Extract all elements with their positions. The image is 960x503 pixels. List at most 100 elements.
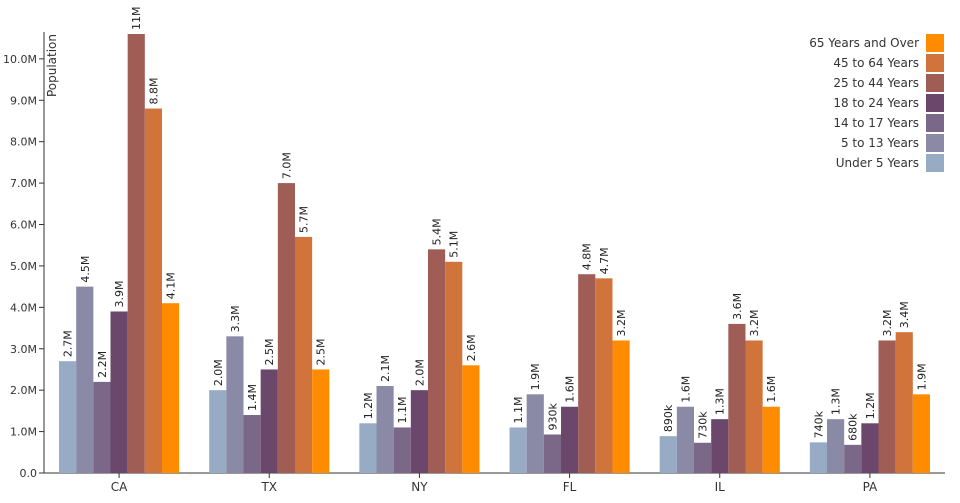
bar [294,236,313,473]
bar [393,427,411,473]
bar [376,386,394,473]
bars-layer [59,34,930,473]
bar-value-label: 3.9M [113,280,126,307]
bar-value-label: 740k [812,410,825,438]
bar-value-label: 7.0M [280,152,293,179]
bar-value-label: 4.5M [79,256,92,283]
legend-swatch [926,134,944,152]
bar-value-label: 1.2M [362,392,375,419]
bar [912,394,930,473]
bar-value-label: 2.5M [315,338,328,365]
bar [728,323,746,473]
legend-label: 18 to 24 Years [833,96,919,110]
y-tick-label: 4.0M [10,301,37,314]
bar-value-label: 3.6M [731,293,744,320]
y-tick-label: 7.0M [10,177,37,190]
y-tick-label: 0.0 [20,467,38,480]
bar [809,442,828,473]
y-tick-label: 2.0M [10,384,37,397]
x-tick-label: NY [411,480,428,494]
bar [878,340,896,473]
y-tick-label: 1.0M [10,426,37,439]
bar [895,332,913,473]
bar-value-label: 2.5M [263,338,276,365]
bar-value-label: 2.0M [212,359,225,386]
legend-label: 5 to 13 Years [841,136,919,150]
x-axis: CA TX NY FL IL PA [44,472,945,494]
bar-value-label: 1.1M [512,396,525,423]
bar-value-label: 930k [546,402,559,430]
bar-value-label: 2.1M [379,355,392,382]
x-tick-label: IL [715,480,726,494]
bar [161,303,180,473]
legend-label: 25 to 44 Years [833,76,919,90]
bar-value-label: 3.2M [748,309,761,336]
bar [93,381,111,473]
bar-value-label: 1.6M [564,376,577,403]
bar [676,406,695,473]
bar-value-label: 5.1M [448,231,461,258]
bar [509,427,527,473]
legend-label: 14 to 17 Years [833,116,919,130]
bar-value-label: 3.3M [229,305,242,332]
bar-value-label: 1.4M [246,384,259,411]
bar [612,340,630,473]
legend-label: 65 Years and Over [809,36,919,50]
bar-value-label: 5.7M [298,206,311,233]
legend-swatch [926,94,944,112]
bar-value-label: 1.9M [915,363,928,390]
bar [659,436,677,473]
bar-value-label: 4.1M [165,272,178,299]
bar-value-label: 1.2M [864,392,877,419]
legend-label: 45 to 64 Years [833,56,919,70]
bar-value-label: 4.7M [598,247,611,274]
bar [226,336,244,473]
x-tick-label: FL [563,480,577,494]
legend-swatch [926,34,944,52]
y-tick-label: 5.0M [10,260,37,273]
x-tick-label: CA [111,480,128,494]
bar [694,442,712,473]
y-axis-title: Population [45,34,59,97]
bar [59,361,77,473]
bar [110,311,128,473]
bar-value-label: 1.6M [765,376,778,403]
bar [561,406,579,473]
bar [462,365,480,473]
bar [427,249,446,473]
bar [76,286,94,473]
legend: 65 Years and Over 45 to 64 Years 25 to 44 … [809,34,944,172]
bar [144,108,162,473]
bar-value-label: 4.8M [581,243,594,270]
bar-value-label: 11M [130,7,143,31]
bar [861,423,879,473]
bar-value-label: 1.3M [830,388,843,415]
bar-value-label: 890k [662,404,675,432]
bar-value-label: 5.4M [431,218,444,245]
bar [209,390,227,473]
bar-value-label: 1.9M [529,363,542,390]
bar-value-label: 2.7M [62,330,75,357]
y-tick-label: 9.0M [10,94,37,107]
bar-value-label: 680k [847,413,860,441]
y-tick-label: 3.0M [10,343,37,356]
y-tick-label: 6.0M [10,219,37,232]
bar [762,406,780,473]
bar-value-label: 8.8M [147,78,160,105]
bar-value-label: 1.6M [679,376,692,403]
legend-swatch [926,54,944,72]
legend-swatch [926,114,944,132]
bar-value-label: 2.0M [413,359,426,386]
y-tick-label: 10.0M [3,53,37,66]
bar [277,183,295,473]
bar [359,423,377,473]
bar [827,419,845,473]
data-labels-layer: 2.7M 4.5M 2.2M 3.9M 11M 8.8M 4.1M 2.0M 3.3M 1.4M 2… [62,7,929,441]
bar [745,340,763,473]
bar-value-label: 730k [697,411,710,439]
bar [543,434,562,473]
bar [243,415,261,473]
x-tick-label: TX [260,480,277,494]
